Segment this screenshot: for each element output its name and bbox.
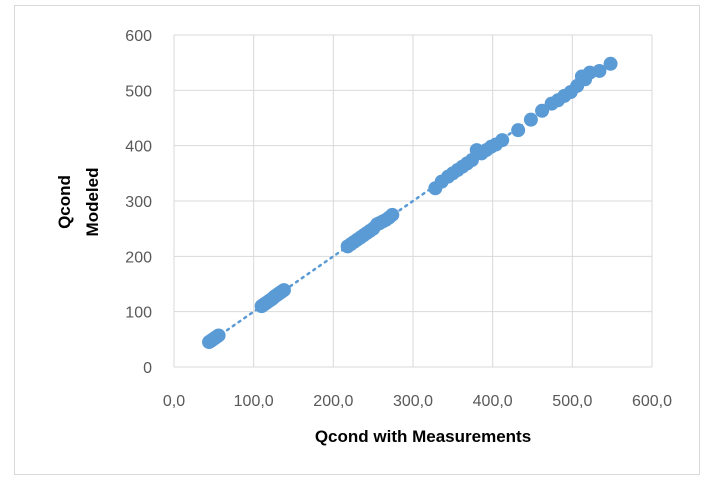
- y-axis-title-line-2: Modeled: [83, 168, 102, 237]
- y-tick-label: 100: [125, 305, 152, 322]
- y-tick-label: 0: [143, 360, 152, 377]
- data-point: [511, 123, 526, 138]
- x-tick-label: 100,0: [234, 393, 274, 410]
- x-tick-label: 200,0: [313, 393, 353, 410]
- y-axis-title-line-1: Qcond: [55, 175, 74, 229]
- data-point: [603, 56, 618, 71]
- data-point: [523, 112, 538, 127]
- data-point: [276, 283, 291, 298]
- x-tick-label: 500,0: [552, 393, 592, 410]
- y-tick-label: 600: [125, 28, 152, 45]
- x-tick-label: 0,0: [163, 393, 185, 410]
- data-points: [202, 56, 618, 350]
- x-tick-label: 400,0: [473, 393, 513, 410]
- data-point: [211, 328, 226, 343]
- y-tick-label: 500: [125, 83, 152, 100]
- x-tick-label: 300,0: [393, 393, 433, 410]
- y-axis-ticks: 0 100 200 300 400 500 600: [125, 28, 152, 377]
- data-point: [535, 103, 550, 118]
- gridlines: [173, 34, 653, 368]
- data-point: [385, 207, 400, 222]
- x-tick-label: 600,0: [632, 393, 672, 410]
- y-tick-label: 200: [125, 249, 152, 266]
- data-point: [592, 63, 607, 78]
- y-tick-label: 300: [125, 194, 152, 211]
- x-axis-title: Qcond with Measurements: [315, 427, 531, 446]
- data-point: [495, 133, 510, 148]
- x-axis-ticks: 0,0 100,0 200,0 300,0 400,0 500,0 600,0: [163, 393, 672, 410]
- y-tick-label: 400: [125, 139, 152, 156]
